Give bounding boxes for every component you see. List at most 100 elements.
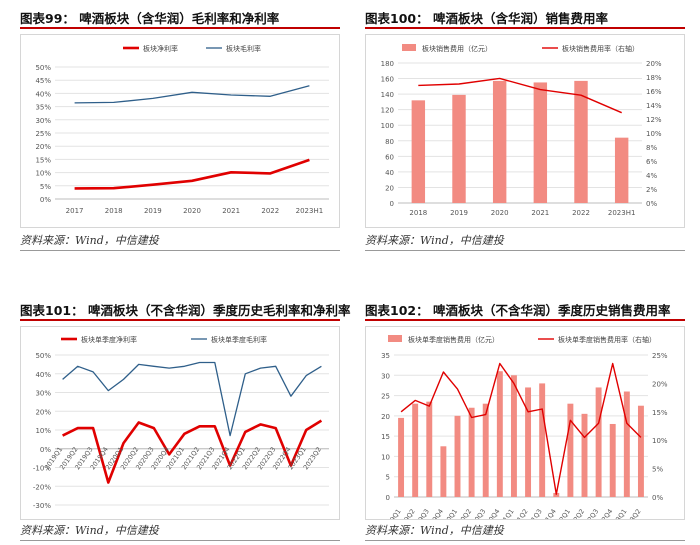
y-tick-label: -30% [33, 502, 51, 510]
y-tick-label: 160 [381, 76, 394, 84]
y2-tick-label: 10% [652, 437, 668, 445]
bar [637, 405, 644, 497]
chart-title: 图表102： 啤酒板块（不含华润）季度历史销售费用率 [365, 303, 671, 318]
bar [426, 401, 433, 497]
y-tick-label: 15% [35, 156, 51, 164]
chart-panel-100: 图表100： 啤酒板块（含华润）销售费用率 0 20 40 60 80 100 120 140… [365, 8, 685, 253]
y-tick-label: 40% [35, 90, 51, 98]
bottom-rule [365, 540, 685, 541]
y2-tick-label: 16% [646, 88, 662, 96]
x-tick-label: 2023H1 [608, 209, 636, 217]
chart-title: 图表99： 啤酒板块（含华润）毛利率和净利率 [20, 11, 280, 26]
y-tick-label: -10% [33, 465, 51, 473]
bar [595, 387, 602, 497]
y-tick-label: 20% [35, 408, 51, 416]
y2-tick-label: 15% [652, 409, 668, 417]
bar [496, 371, 503, 497]
x-tick-label: 2022 [572, 209, 590, 217]
x-tick-label: 2020 [491, 209, 509, 217]
legend-label: 板块单季度净利率 [81, 335, 137, 344]
legend-label: 板块净利率 [143, 44, 178, 53]
bar [539, 383, 546, 497]
title-rule [365, 319, 685, 321]
bar-line-chart-100: 0 20 40 60 80 100 120 140 160 180 0% 2% 4% 6% 8% 10% 12%… [381, 44, 662, 217]
bar [492, 80, 507, 203]
y-tick-label: 20 [381, 413, 390, 421]
x-tick-label: 2018 [105, 207, 123, 215]
series-line [62, 361, 322, 437]
y2-tick-label: 8% [646, 144, 657, 152]
bar [510, 375, 517, 497]
bar [440, 446, 447, 497]
bar [452, 94, 466, 203]
x-tick-label: 2018 [409, 209, 427, 217]
y-tick-label: 10% [35, 427, 51, 435]
bottom-rule [20, 540, 340, 541]
y2-tick-label: 6% [646, 158, 657, 166]
y2-tick-label: 18% [646, 74, 662, 82]
y-tick-label: 5 [386, 474, 390, 482]
bar [567, 403, 574, 497]
title-rule [20, 319, 340, 321]
bottom-rule [20, 250, 340, 251]
y2-tick-label: 20% [652, 380, 668, 388]
y-tick-label: 50% [35, 352, 51, 360]
y2-tick-label: 0% [652, 494, 663, 502]
y2-tick-label: 20% [646, 60, 662, 68]
y-tick-label: 10 [381, 453, 390, 461]
series-line-right-axis [400, 362, 642, 495]
y-tick-label: 45% [35, 77, 51, 85]
legend-swatch [402, 44, 416, 51]
bar-line-chart-102: 051015202530350%5%10%15%20%25%2019Q12019… [381, 335, 668, 533]
chart-panel-102: 图表102： 啤酒板块（不含华润）季度历史销售费用率 0 5 10 15 20 25 30 3… [365, 300, 685, 545]
y2-tick-label: 2% [646, 186, 657, 194]
source-note: 资料来源：Wind，中信建投 [20, 524, 159, 537]
y-tick-label: 5% [40, 183, 51, 191]
bar [411, 100, 426, 203]
y-tick-label: 180 [381, 60, 394, 68]
y-tick-label: 20% [35, 143, 51, 151]
y-tick-label: 25% [35, 130, 51, 138]
y-tick-label: 10% [35, 170, 51, 178]
y-tick-label: 15 [381, 433, 390, 441]
y-tick-label: 30% [35, 390, 51, 398]
bottom-rule [365, 250, 685, 251]
y-tick-label: 40% [35, 371, 51, 379]
bar [574, 80, 588, 203]
chart-title: 图表101： 啤酒板块（不含华润）季度历史毛利率和净利率 [20, 303, 351, 318]
legend-label: 板块单季度毛利率 [211, 335, 267, 344]
x-tick-label: 2017 [66, 207, 84, 215]
y-tick-label: 80 [385, 138, 394, 146]
y2-tick-label: 12% [646, 116, 662, 124]
x-tick-label: 2022 [261, 207, 279, 215]
bar [581, 413, 588, 497]
source-note: 资料来源：Wind，中信建投 [365, 524, 504, 537]
y-tick-label: 100 [381, 122, 394, 130]
x-tick-label: 2021 [222, 207, 240, 215]
bar [525, 387, 532, 497]
y-tick-label: 25 [381, 393, 390, 401]
y-tick-label: 140 [381, 91, 394, 99]
bar [398, 417, 405, 497]
chart-area: 0 20 40 60 80 100 120 140 160 180 0% 2% 4% 6% 8% 10% 12%… [365, 34, 685, 228]
y2-tick-label: 5% [652, 466, 663, 474]
y-tick-label: 30% [35, 117, 51, 125]
x-tick-label: 2023H1 [296, 207, 324, 215]
x-tick-label: 2019Q1 [381, 508, 402, 519]
source-note: 资料来源：Wind，中信建投 [20, 234, 159, 247]
legend-label: 板块单季度销售费用率（右轴） [558, 335, 656, 344]
legend-label: 板块毛利率 [226, 44, 261, 53]
y2-tick-label: 14% [646, 102, 662, 110]
y-tick-label: 35 [381, 352, 390, 360]
x-tick-label: 2021 [531, 209, 549, 217]
y-tick-label: 30 [381, 372, 390, 380]
legend-swatch [388, 335, 402, 342]
series-line [74, 85, 310, 104]
x-tick-label: 2019 [450, 209, 468, 217]
y2-tick-label: 0% [646, 200, 657, 208]
line-chart-101: -30%-20%-10%0%10%20%30%40%50%2019Q12019Q… [33, 335, 329, 510]
x-tick-label: 2020 [183, 207, 201, 215]
legend-label: 板块销售费用率（右轴） [562, 44, 639, 53]
legend-label: 板块单季度销售费用（亿元） [408, 335, 499, 344]
series-line [74, 158, 310, 190]
